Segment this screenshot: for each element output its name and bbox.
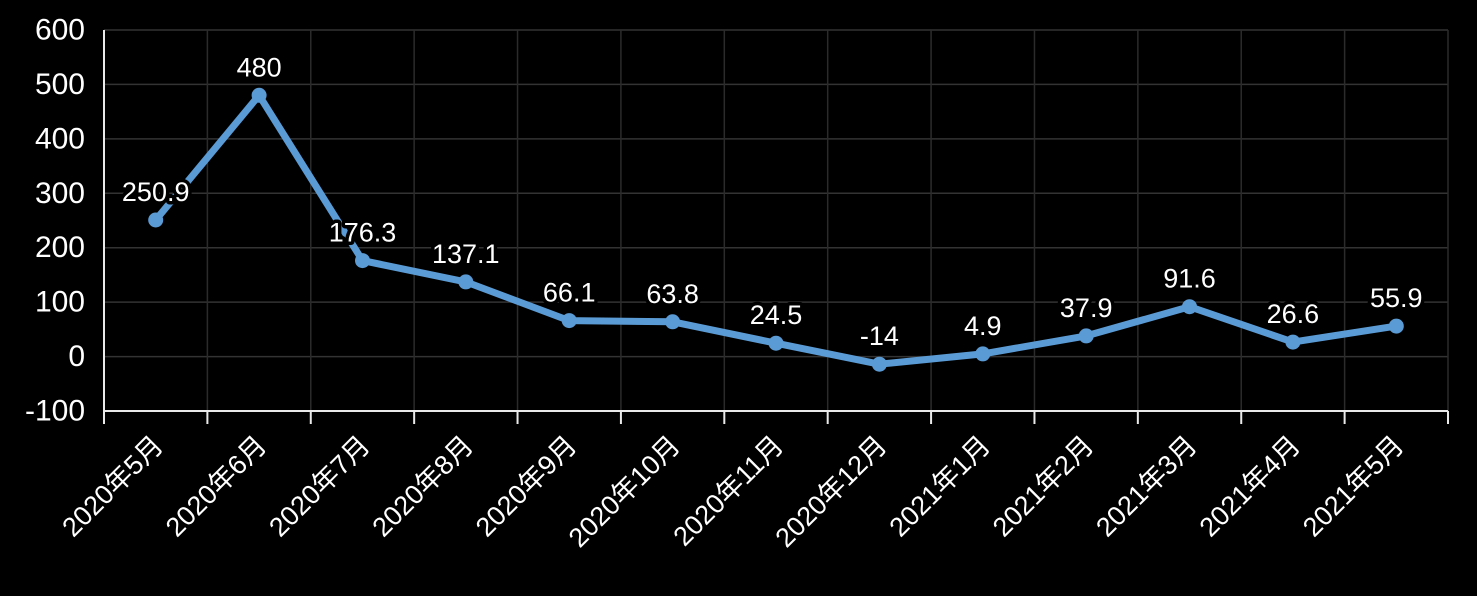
x-axis-tick-label: 2020年7月 bbox=[263, 430, 375, 542]
data-label: 176.3 bbox=[329, 218, 397, 248]
data-labels: 250.9 480 176.3 137.1 66.1 63.8 24.5 -14 4.9 37.9… bbox=[118, 49, 1426, 355]
data-point-marker bbox=[768, 335, 784, 351]
data-label: 91.6 bbox=[1163, 264, 1216, 294]
y-axis-tick-label: 0 bbox=[68, 340, 85, 373]
data-label: 66.1 bbox=[543, 278, 596, 308]
x-axis-tick-labels: 2020年5月2020年6月2020年7月2020年8月2020年9月2020年… bbox=[56, 430, 1409, 553]
data-point-marker bbox=[1078, 328, 1094, 344]
x-axis-tick-label: 2021年4月 bbox=[1194, 430, 1306, 542]
data-label: 4.9 bbox=[964, 311, 1002, 341]
data-point-marker bbox=[1182, 299, 1197, 315]
data-label: 250.9 bbox=[122, 177, 190, 207]
x-axis-tick-label: 2020年10月 bbox=[563, 430, 686, 553]
data-point-marker bbox=[1388, 318, 1404, 334]
x-axis-tick-label: 2021年2月 bbox=[987, 430, 1099, 542]
data-point-marker bbox=[975, 346, 991, 362]
data-point-marker bbox=[1285, 334, 1301, 350]
data-label: 26.6 bbox=[1267, 299, 1320, 329]
x-axis-tick-label: 2020年8月 bbox=[367, 430, 479, 542]
x-axis-tick-label: 2021年5月 bbox=[1297, 430, 1409, 542]
data-label: 63.8 bbox=[646, 279, 699, 309]
x-axis-tick-label: 2021年1月 bbox=[884, 430, 996, 542]
data-point-marker bbox=[148, 212, 164, 228]
data-series bbox=[148, 87, 1404, 372]
y-axis-tick-label: 200 bbox=[35, 231, 85, 264]
data-label: -14 bbox=[860, 321, 899, 351]
y-axis-tick-labels: 600 500 400 300 200 100 0 -100 bbox=[25, 14, 85, 428]
y-axis-tick-label: 100 bbox=[35, 286, 85, 319]
x-axis-tick-label: 2020年6月 bbox=[160, 430, 272, 542]
data-point-marker bbox=[251, 87, 267, 103]
y-axis-tick-label: 600 bbox=[35, 14, 85, 47]
data-label: 480 bbox=[237, 52, 282, 82]
y-axis-tick-label: -100 bbox=[25, 395, 85, 428]
data-point-marker bbox=[355, 253, 370, 269]
data-point-marker bbox=[458, 274, 474, 290]
data-point-marker bbox=[665, 314, 681, 330]
data-label: 137.1 bbox=[432, 239, 500, 269]
x-axis-tick-label: 2020年12月 bbox=[770, 430, 893, 553]
y-axis-tick-label: 500 bbox=[35, 68, 85, 101]
x-axis-tick-label: 2021年3月 bbox=[1090, 430, 1202, 542]
data-label: 55.9 bbox=[1370, 283, 1423, 313]
y-axis-tick-label: 300 bbox=[35, 177, 85, 210]
x-axis-tick-label: 2020年9月 bbox=[470, 430, 582, 542]
data-label: 37.9 bbox=[1060, 293, 1113, 323]
data-label: 24.5 bbox=[750, 300, 803, 330]
gridlines bbox=[104, 29, 1449, 411]
data-point-marker bbox=[871, 356, 887, 372]
axes bbox=[103, 30, 1449, 424]
x-axis-tick-label: 2020年5月 bbox=[56, 430, 168, 542]
data-point-marker bbox=[561, 313, 577, 329]
y-axis-tick-label: 400 bbox=[35, 122, 85, 155]
